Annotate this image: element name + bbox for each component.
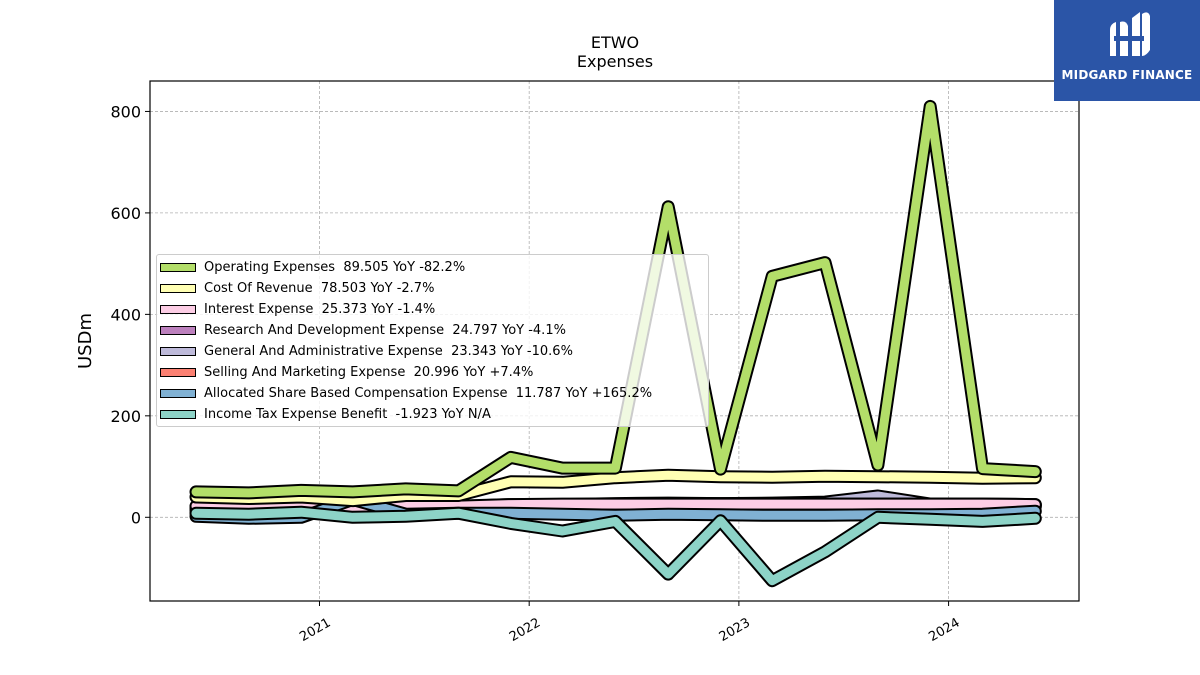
y-tick-label: 200: [110, 407, 141, 426]
legend-label: Cost Of Revenue 78.503 YoY -2.7%: [204, 280, 435, 296]
chart-title: ETWO: [591, 33, 639, 52]
series-line: [191, 507, 1040, 586]
legend-item-general-and-administrative: General And Administrative Expense 23.34…: [159, 341, 573, 361]
legend-label: Operating Expenses 89.505 YoY -82.2%: [204, 259, 466, 275]
legend-swatch: [160, 367, 196, 377]
legend-label: Research And Development Expense 24.797 …: [204, 322, 566, 338]
x-tick-label: 2021: [297, 615, 333, 645]
legend-label: Interest Expense 25.373 YoY -1.4%: [204, 301, 436, 317]
y-tick-label: 0: [131, 508, 141, 527]
y-axis-ticks: 0 200 400 600 800: [110, 102, 150, 527]
legend-swatch: [160, 283, 196, 293]
legend-item-selling-and-marketing: Selling And Marketing Expense 20.996 YoY…: [159, 362, 533, 382]
series-line: [191, 101, 1040, 498]
legend-item-income-tax: Income Tax Expense Benefit -1.923 YoY N/…: [159, 404, 491, 424]
y-tick-label: 800: [110, 102, 141, 121]
midgard-logo-icon: [1110, 12, 1150, 56]
legend-label: General And Administrative Expense 23.34…: [204, 343, 573, 359]
legend-swatch: [160, 346, 196, 356]
legend-label: Income Tax Expense Benefit -1.923 YoY N/…: [204, 406, 491, 422]
legend-swatch: [160, 304, 196, 314]
chart-legend: Operating Expenses 89.505 YoY -82.2% Cos…: [156, 254, 709, 427]
logo-text: MIDGARD FINANCE: [1061, 68, 1193, 82]
legend-item-operating-expenses: Operating Expenses 89.505 YoY -82.2%: [159, 257, 465, 277]
legend-item-cost-of-revenue: Cost Of Revenue 78.503 YoY -2.7%: [159, 278, 434, 298]
legend-item-share-based-compensation: Allocated Share Based Compensation Expen…: [159, 383, 652, 403]
x-tick-label: 2024: [926, 615, 962, 645]
y-tick-label: 600: [110, 204, 141, 223]
legend-swatch: [160, 409, 196, 419]
plot-frame: [149, 80, 1080, 602]
legend-swatch: [160, 262, 196, 272]
midgard-finance-logo: MIDGARD FINANCE: [1054, 0, 1200, 101]
x-axis-ticks: 2021 2022 2023 2024: [297, 601, 963, 645]
legend-label: Selling And Marketing Expense 20.996 YoY…: [204, 364, 534, 380]
legend-item-interest-expense: Interest Expense 25.373 YoY -1.4%: [159, 299, 435, 319]
series-areas: [189, 99, 1042, 588]
x-tick-label: 2023: [717, 615, 753, 645]
series-line: [191, 470, 1040, 506]
legend-swatch: [160, 388, 196, 398]
y-tick-label: 400: [110, 305, 141, 324]
y-axis-label: USDm: [75, 313, 96, 369]
legend-label: Allocated Share Based Compensation Expen…: [204, 385, 653, 401]
legend-swatch: [160, 325, 196, 335]
chart-subtitle: Expenses: [577, 52, 653, 71]
x-tick-label: 2022: [507, 615, 543, 645]
legend-item-research-and-development: Research And Development Expense 24.797 …: [159, 320, 566, 340]
